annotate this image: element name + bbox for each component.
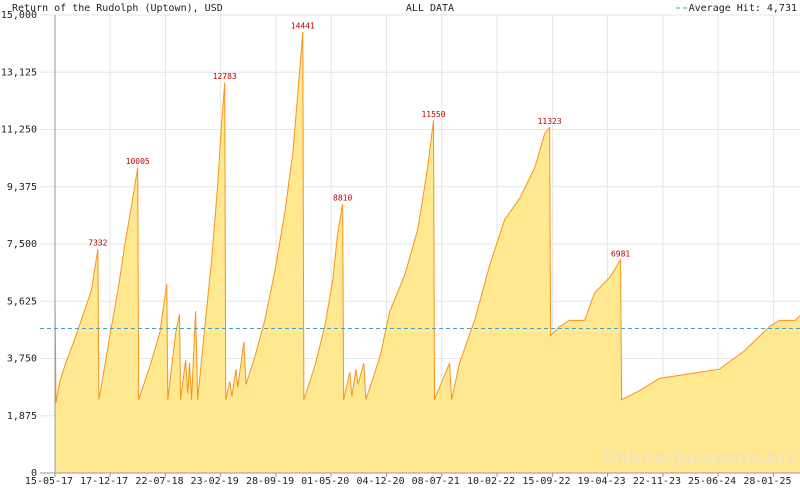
x-tick-label: 23-02-19 [191,476,239,487]
y-tick-label: 9,375 [7,182,37,193]
x-tick-label: 17-12-17 [80,476,128,487]
y-tick-label: 5,625 [7,296,37,307]
x-tick-label: 25-06-24 [688,476,736,487]
y-tick-label: 11,250 [1,125,37,136]
y-tick-label: 13,125 [1,67,37,78]
y-tick-label: 0 [31,468,37,479]
watermark: Online-Jackpots.biz [601,447,796,468]
value-label: 10005 [126,157,150,166]
y-tick-label: 7,500 [7,239,37,250]
y-tick-label: 3,750 [7,354,37,365]
x-tick-label: 19-04-23 [577,476,625,487]
x-tick-label: 22-07-18 [135,476,183,487]
value-label: 11550 [421,110,445,119]
x-tick-label: 10-02-22 [467,476,515,487]
value-label: 7332 [88,239,107,248]
x-tick-label: 22-11-23 [633,476,681,487]
value-label: 11323 [538,117,562,126]
x-tick-label: 04-12-20 [356,476,404,487]
value-label: 12783 [213,72,237,81]
x-tick-label: 01-05-20 [301,476,349,487]
value-label: 6981 [611,249,630,258]
x-tick-label: 08-07-21 [412,476,460,487]
y-tick-label: 15,000 [1,10,37,21]
value-label: 8810 [333,194,352,203]
y-tick-label: 1,875 [7,411,37,422]
x-tick-label: 15-09-22 [522,476,570,487]
line [54,32,800,403]
x-tick-label: 28-01-25 [743,476,791,487]
x-tick-label: 28-09-19 [246,476,294,487]
chart-subtitle: ALL DATA [406,3,454,14]
value-label: 14441 [291,22,315,31]
legend-label: Average Hit: 4,731 [689,3,797,14]
chart-title: Return of the Rudolph (Uptown), USD [12,3,223,14]
x-tick-label: 15-05-17 [25,476,73,487]
